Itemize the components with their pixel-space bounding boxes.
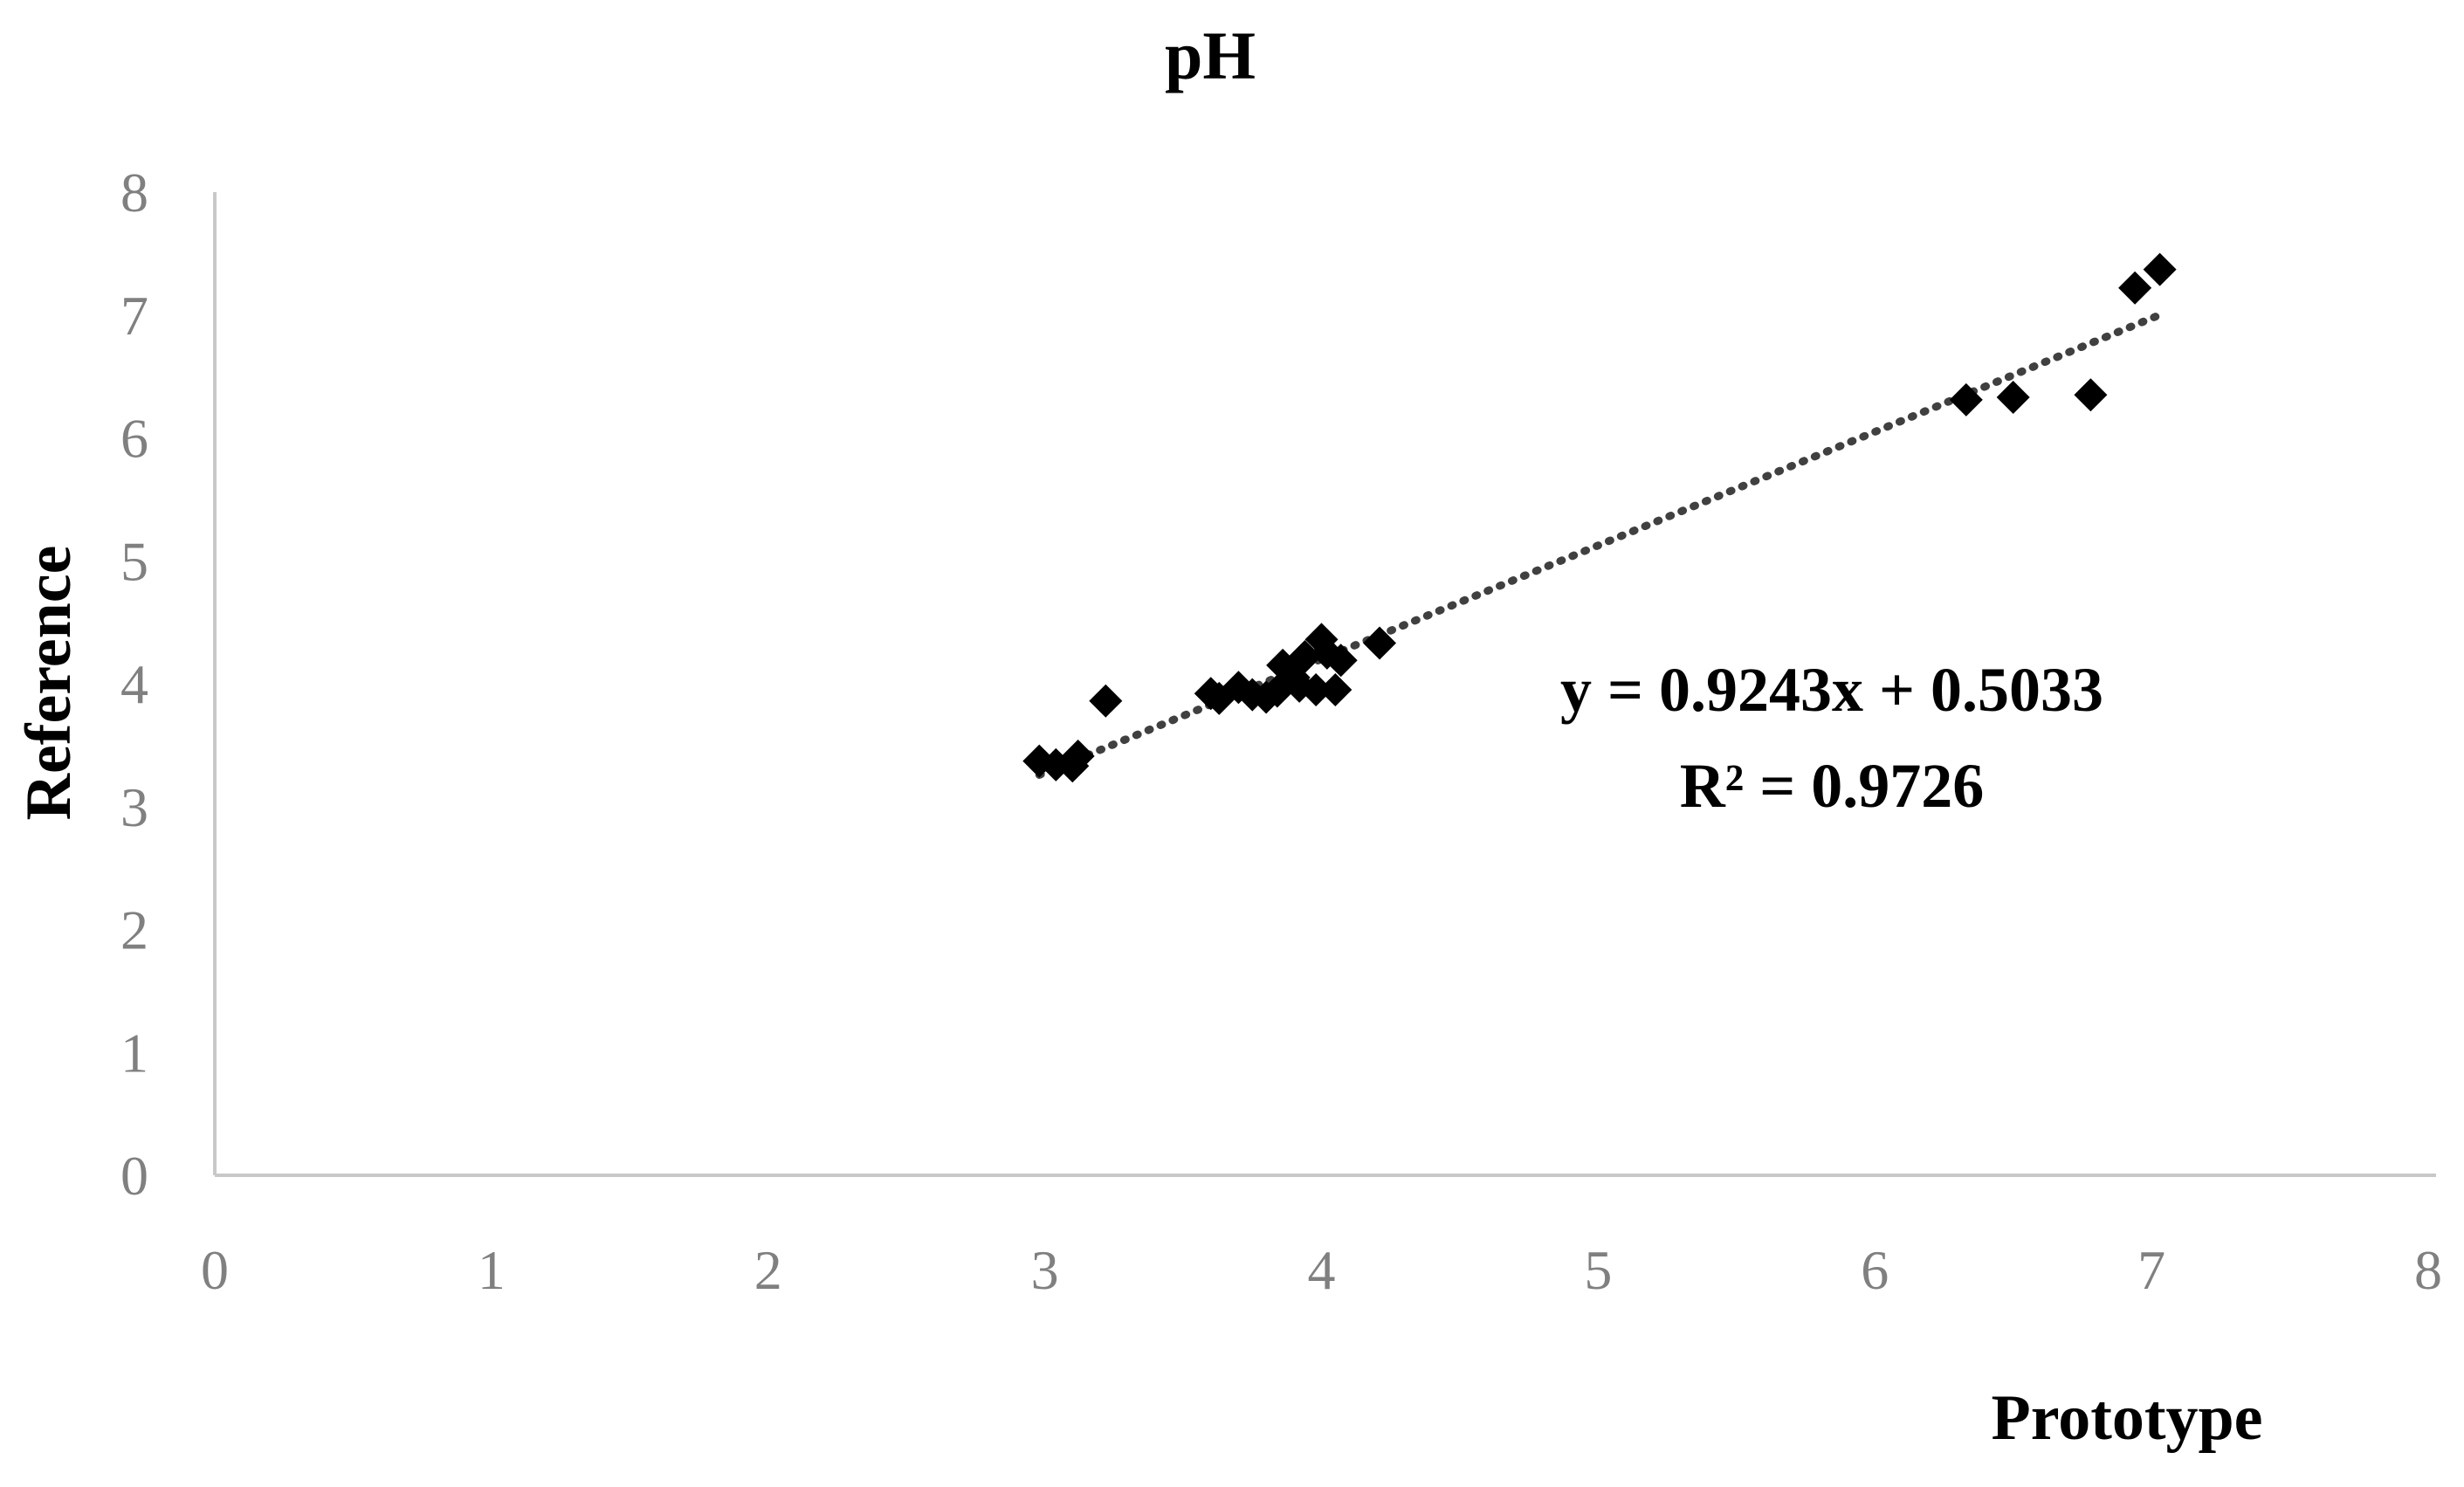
x-axis-title: Prototype	[1992, 1382, 2263, 1454]
data-points	[1022, 252, 2177, 783]
x-axis-tick-labels: 0 1 2 3 4 5 6 7 8	[201, 1239, 2442, 1301]
data-point	[2143, 252, 2177, 286]
x-tick-label: 8	[2414, 1239, 2442, 1301]
data-point	[1318, 673, 1352, 707]
x-tick-label: 7	[2137, 1239, 2165, 1301]
x-tick-label: 5	[1584, 1239, 1612, 1301]
data-point	[1324, 644, 1358, 678]
x-tick-label: 2	[754, 1239, 782, 1301]
y-tick-label: 3	[120, 776, 148, 838]
y-tick-label: 7	[120, 285, 148, 347]
y-tick-label: 0	[120, 1145, 148, 1207]
x-tick-label: 3	[1031, 1239, 1059, 1301]
y-tick-label: 8	[120, 162, 148, 224]
trendline-equation: y = 0.9243x + 0.5033	[1560, 655, 2103, 725]
data-point	[1089, 684, 1123, 718]
data-point	[1299, 673, 1333, 707]
data-point	[2118, 271, 2152, 305]
y-axis-tick-labels: 0 1 2 3 4 5 6 7 8	[120, 162, 148, 1207]
y-axis-title: Reference	[13, 546, 85, 821]
data-point	[2074, 378, 2108, 412]
data-point	[1363, 626, 1397, 660]
x-tick-label: 4	[1308, 1239, 1336, 1301]
chart-title: pH	[1165, 17, 1256, 93]
y-tick-label: 1	[120, 1022, 148, 1084]
x-tick-label: 6	[1861, 1239, 1889, 1301]
y-tick-label: 6	[120, 408, 148, 470]
data-point	[1288, 640, 1322, 674]
y-tick-label: 2	[120, 899, 148, 961]
data-point	[1996, 381, 2030, 415]
x-tick-label: 0	[201, 1239, 229, 1301]
data-point	[1949, 382, 1983, 416]
y-tick-label: 5	[120, 530, 148, 592]
y-tick-label: 4	[120, 653, 148, 715]
x-tick-label: 1	[478, 1239, 506, 1301]
trendline-r-squared: R² = 0.9726	[1680, 751, 1985, 821]
data-point	[1061, 740, 1095, 774]
